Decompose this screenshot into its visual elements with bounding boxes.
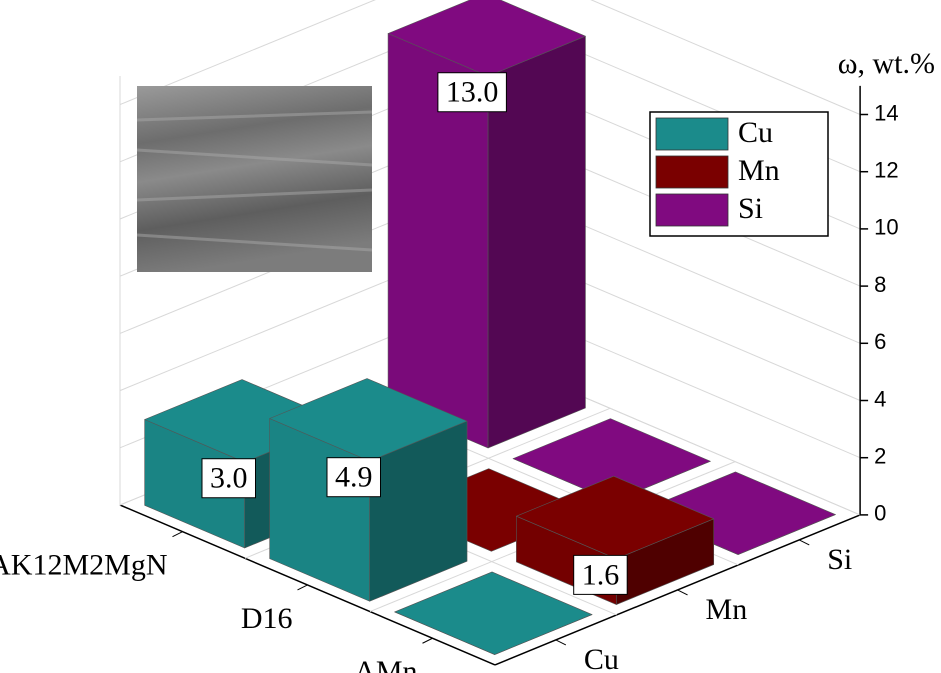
series-axis-label: Cu — [584, 643, 619, 673]
legend-label: Mn — [738, 154, 780, 187]
v-tick — [799, 540, 809, 545]
legend-label: Si — [738, 192, 763, 225]
data-label: 4.9 — [327, 458, 381, 497]
series-axis-label: Mn — [706, 593, 748, 626]
v-tick — [556, 640, 566, 645]
data-label-text: 3.0 — [210, 462, 248, 495]
u-tick — [423, 638, 433, 643]
legend-swatch — [656, 194, 728, 226]
z-axis-title: ω, wt.% — [838, 47, 935, 80]
z-tick-label: 14 — [874, 100, 898, 125]
u-tick — [298, 585, 308, 590]
u-tick — [173, 532, 183, 537]
category-label: AMn — [354, 655, 417, 673]
data-label: 1.6 — [574, 555, 628, 594]
z-tick-label: 8 — [874, 272, 886, 297]
chart: 13.0 3.0 4.9 1.6 ω, wt.% Cu Mn Si 0 2 4 6 8 10 12 14… — [0, 0, 941, 673]
z-tick-label: 0 — [874, 501, 886, 526]
legend-label: Cu — [738, 116, 773, 149]
data-label-text: 1.6 — [582, 558, 620, 591]
legend-swatch — [656, 118, 728, 150]
z-tick-label: 2 — [874, 444, 886, 469]
category-label: D16 — [241, 602, 293, 635]
data-label-text: 4.9 — [335, 461, 373, 494]
z-tick-label: 10 — [874, 215, 898, 240]
series-axis-label: Si — [827, 543, 852, 576]
z-tick-label: 6 — [874, 329, 886, 354]
inset-micrograph — [137, 86, 372, 272]
page: body { margin: 0; background: #fff; font… — [0, 0, 941, 673]
category-label: AK12M2MgN — [0, 549, 168, 582]
body: {"chart_data": {"type": "bar3d", "catego… — [0, 0, 941, 673]
data-label: 13.0 — [438, 73, 507, 112]
legend-swatch — [656, 156, 728, 188]
z-tick-label: 12 — [874, 158, 898, 183]
data-label-text: 13.0 — [446, 76, 499, 109]
z-tick-label: 4 — [874, 386, 886, 411]
data-label: 3.0 — [202, 459, 256, 498]
legend: Cu Mn Si — [650, 112, 828, 236]
v-tick — [678, 590, 688, 595]
